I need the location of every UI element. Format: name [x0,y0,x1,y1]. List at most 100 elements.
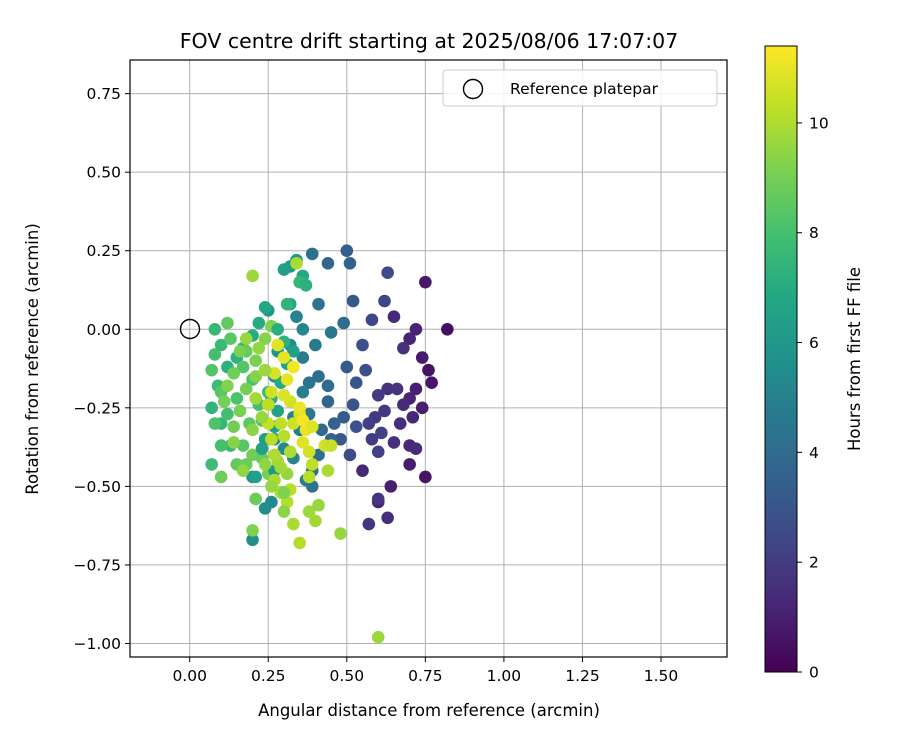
data-point [340,360,354,374]
data-point [409,382,423,396]
data-point [246,269,259,283]
data-point [249,392,262,405]
data-point [249,470,262,484]
x-tick-label: 1.50 [644,667,679,685]
colorbar-tick-label: 6 [809,334,819,352]
data-point [371,388,385,402]
data-point [261,398,275,411]
data-point [334,527,347,540]
data-point [290,310,303,324]
data-point [271,338,284,352]
y-tick-label: 0.25 [86,242,121,260]
colorbar-tick-label: 8 [809,224,819,242]
data-point [337,316,350,330]
data-point [246,423,259,437]
data-point [378,294,391,308]
y-tick-label: 0.50 [86,164,121,182]
data-point [321,464,335,477]
data-point [246,524,259,537]
data-point [305,458,319,471]
data-point [217,395,231,408]
data-point [230,392,244,405]
x-tick-label: 1.00 [487,667,522,685]
plot-frame [129,59,728,658]
data-point [415,351,429,364]
data-point [305,420,319,433]
data-point [393,417,407,430]
data-point [239,332,253,346]
data-point [265,385,278,399]
data-point [362,517,376,531]
data-point [277,429,291,443]
data-point [349,376,363,389]
legend-box [442,69,718,107]
data-point [390,382,404,396]
data-point [277,388,291,402]
data-point [271,404,284,418]
data-point [208,322,222,336]
data-point [403,458,416,471]
data-point [265,480,278,493]
data-point [312,498,325,512]
data-point [409,442,423,455]
data-point [249,370,262,383]
data-point [321,379,335,393]
data-point [375,426,388,440]
data-point [221,407,234,421]
data-point [371,445,385,459]
data-point [381,511,394,525]
data-point [296,436,310,449]
colorbar-tick-label: 2 [809,554,819,572]
data-point [422,363,435,377]
data-point [419,470,432,484]
data-point [312,297,325,311]
data-point [255,410,269,424]
data-point [312,370,325,383]
legend: Reference platepar [442,69,718,107]
data-point [403,332,416,346]
data-point [277,351,291,364]
data-point [221,316,234,330]
data-point [268,448,281,462]
colorbar-tick-label: 4 [809,444,819,462]
data-point [381,266,394,280]
data-point [290,256,303,270]
data-point [324,326,338,339]
data-point [356,464,369,477]
data-point [252,316,266,330]
data-point [280,373,294,386]
data-point [224,332,237,346]
colorbar-tick-label: 0 [809,664,819,682]
x-axis-label: Angular distance from reference (arcmin) [258,701,600,720]
data-point [387,436,401,449]
data-point [296,414,310,427]
y-axis-label: Rotation from reference (arcmin) [23,223,42,495]
data-point [287,344,300,358]
data-point [299,278,313,292]
data-point [274,417,288,430]
data-point [309,338,322,352]
data-point [214,439,228,452]
x-tick-label: 1.25 [565,667,600,685]
data-point [327,417,341,430]
data-point [409,322,423,336]
data-point [287,360,300,374]
x-axis-ticks: 0.00 0.25 0.50 0.75 1.00 1.25 1.50 [172,657,678,685]
chart-title: FOV centre drift starting at 2025/08/06 … [180,29,679,53]
y-tick-label: −1.00 [74,635,122,653]
data-point [258,502,272,515]
data-point [340,244,354,258]
data-point [309,514,322,528]
data-point [365,432,379,446]
data-point [321,395,335,408]
data-point [302,445,316,459]
data-point [356,338,369,352]
legend-entry-reference: Reference platepar [510,80,659,98]
colorbar-label: Hours from first FF file [845,267,864,451]
data-point [343,256,357,270]
data-point [397,398,410,411]
data-point [249,492,262,506]
data-point [387,310,401,324]
data-point [381,382,394,396]
